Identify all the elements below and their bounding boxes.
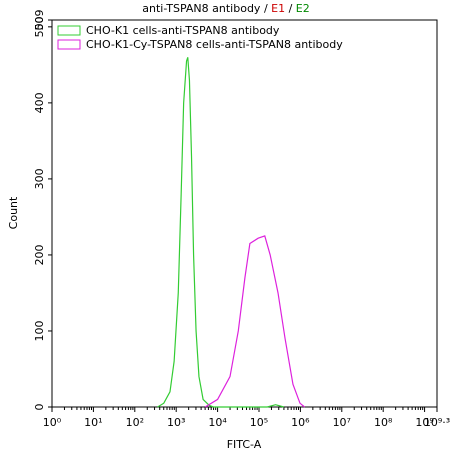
y-tick-label: 100 <box>33 320 46 341</box>
x-tick-label: 10⁵ <box>250 416 268 429</box>
y-tick-label: 400 <box>33 92 46 113</box>
y-axis-label: Count <box>7 196 20 229</box>
x-tick-label: 10⁹·³ <box>424 416 450 429</box>
x-axis-label: FITC-A <box>227 438 262 451</box>
y-tick-label: 0 <box>33 404 46 411</box>
x-tick-label: 10⁷ <box>333 416 351 429</box>
y-tick-label: 500 <box>33 16 46 37</box>
x-tick-label: 10² <box>126 416 144 429</box>
x-tick-label: 10⁴ <box>208 416 227 429</box>
x-tick-label: 10⁶ <box>291 416 310 429</box>
legend-swatch <box>57 39 81 50</box>
chart-title: anti-TSPAN8 antibody / E1 / E2 <box>142 2 310 15</box>
x-tick-label: 10⁰ <box>43 416 62 429</box>
series-line <box>157 57 284 408</box>
y-tick-label: 509 <box>33 10 46 31</box>
title-segment: E2 <box>296 2 310 15</box>
x-tick-label: 10³ <box>167 416 185 429</box>
y-tick-label: 200 <box>33 244 46 265</box>
x-tick-label: 10¹ <box>84 416 102 429</box>
title-segment: E1 <box>271 2 285 15</box>
legend-label: CHO-K1-Cy-TSPAN8 cells-anti-TSPAN8 antib… <box>86 38 343 51</box>
legend-label: CHO-K1 cells-anti-TSPAN8 antibody <box>86 24 280 37</box>
title-segment: / <box>285 2 296 15</box>
plot-frame <box>51 19 438 408</box>
series-line <box>204 235 305 408</box>
x-tick-label: 10⁹ <box>415 416 433 429</box>
y-tick-label: 300 <box>33 168 46 189</box>
x-tick-label: 10⁸ <box>374 416 393 429</box>
title-segment: anti-TSPAN8 antibody / <box>142 2 271 15</box>
legend-swatch <box>57 25 81 36</box>
